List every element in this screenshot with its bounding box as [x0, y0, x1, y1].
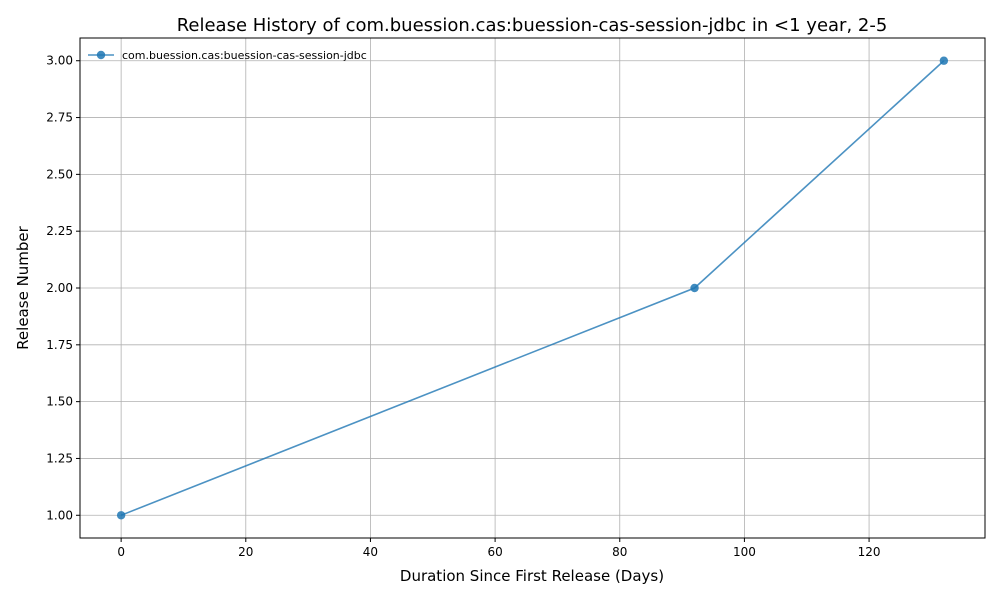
data-point	[690, 283, 699, 293]
grid-lines	[80, 38, 985, 538]
series-layer	[116, 56, 949, 520]
x-axis-ticks: 0 20 40 60 80 100 120	[117, 538, 881, 559]
y-tick-label: 1.75	[46, 338, 73, 352]
y-tick-label: 2.25	[46, 224, 73, 238]
y-tick-label: 1.00	[46, 508, 73, 522]
data-point	[116, 511, 126, 520]
x-tick-label: 20	[238, 545, 253, 559]
x-tick-label: 120	[858, 545, 881, 559]
x-tick-label: 80	[612, 545, 627, 559]
x-axis-label: Duration Since First Release (Days)	[400, 567, 664, 585]
legend-label: com.buession.cas:buession-cas-session-jd…	[122, 49, 367, 62]
y-axis-label: Release Number	[14, 225, 32, 349]
x-tick-label: 60	[487, 545, 502, 559]
x-tick-label: 40	[363, 545, 378, 559]
y-tick-label: 2.75	[46, 111, 73, 125]
data-point	[939, 56, 949, 65]
legend-marker	[96, 50, 106, 60]
x-tick-label: 100	[733, 545, 756, 559]
y-tick-label: 2.00	[46, 281, 73, 295]
legend: com.buession.cas:buession-cas-session-jd…	[88, 49, 367, 62]
y-tick-label: 3.00	[46, 54, 73, 68]
x-tick-label: 0	[117, 545, 125, 559]
y-tick-label: 1.50	[46, 395, 73, 409]
y-tick-label: 2.50	[46, 167, 73, 181]
y-axis-ticks: 1.00 1.25 1.50 1.75 2.00 2.25 2.50 2.75 3.00	[46, 54, 80, 522]
y-tick-label: 1.25	[46, 451, 73, 465]
chart-title: Release History of com.buession.cas:bues…	[177, 15, 888, 36]
